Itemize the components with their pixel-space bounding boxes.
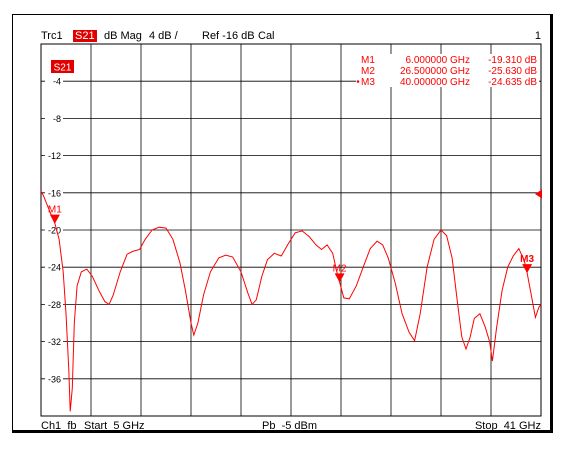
y-tick-label: -8 [53,114,61,124]
trace-label-badge [51,60,74,73]
format-label[interactable]: dB Mag [104,30,142,42]
y-tick-bg [45,224,63,235]
trace-label: S21 [54,63,72,74]
y-tick-label: -4 [53,77,61,87]
parameter-badge[interactable]: S21 [73,30,97,42]
calibration-label: Cal [258,30,275,42]
active-marker-dot [356,80,360,83]
y-tick-bg [45,372,63,384]
readout-value: -19.310 dB [488,55,537,66]
readout-marker-name: M2 [361,66,375,77]
readout-bg [356,54,539,65]
s21-trace [40,190,542,412]
y-tick-label: -20 [48,226,61,236]
y-tick-bg [45,298,63,310]
marker-label: M3 [520,254,534,265]
y-tick-label: -24 [48,263,61,273]
y-tick-labels: -4 -8 -12 -16 -20 -24 -28 -32 -36 [45,75,63,384]
y-tick-bg [45,75,63,87]
marker-label: M2 [333,263,347,274]
y-tick-bg [45,149,63,161]
readout-frequency: 26.500000 GHz [400,66,470,77]
channel-number: 1 [534,30,541,42]
reference-level-arrow [535,189,542,199]
reference-level-label[interactable]: Ref -16 dB [202,30,255,42]
power-label[interactable]: Pb -5 dBm [262,420,318,432]
y-tick-bg [45,335,63,347]
readout-frequency: 6.000000 GHz [406,55,471,66]
y-tick-bg [45,112,63,124]
readout-frequency: 40.000000 GHz [400,77,470,88]
marker-readout: M1 6.000000 GHz -19.310 dB M2 26.500000 GHz -… [356,54,539,88]
grid [40,43,542,417]
y-tick-label: -12 [48,151,61,161]
markers: M1 M2 M3 [48,205,534,283]
y-tick-label: -32 [48,337,61,347]
channel-label[interactable]: Ch1 fb [41,420,77,432]
stop-frequency[interactable]: Stop 41 GHz [474,420,541,432]
marker-triangle [334,273,345,283]
readout-bg [356,76,539,87]
scale-label[interactable]: 4 dB / [149,30,178,42]
start-frequency[interactable]: Start 5 GHz [84,420,145,432]
fb-label: fb [67,420,77,432]
readout-marker-name: M3 [361,77,375,88]
y-tick-label: -36 [48,374,61,384]
marker-label: M1 [48,205,62,216]
y-tick-label: -16 [48,188,61,198]
readout-marker-name: M1 [361,55,375,66]
marker-triangle [522,264,533,274]
y-tick-bg [45,261,63,273]
readout-bg [356,65,539,76]
readout-value: -24.635 dB [488,77,537,88]
readout-value: -25.630 dB [488,66,537,77]
marker-triangle [49,214,60,224]
y-tick-label: -28 [48,300,61,310]
y-tick-bg [45,186,63,198]
trace-name[interactable]: Trc1 [41,30,63,42]
